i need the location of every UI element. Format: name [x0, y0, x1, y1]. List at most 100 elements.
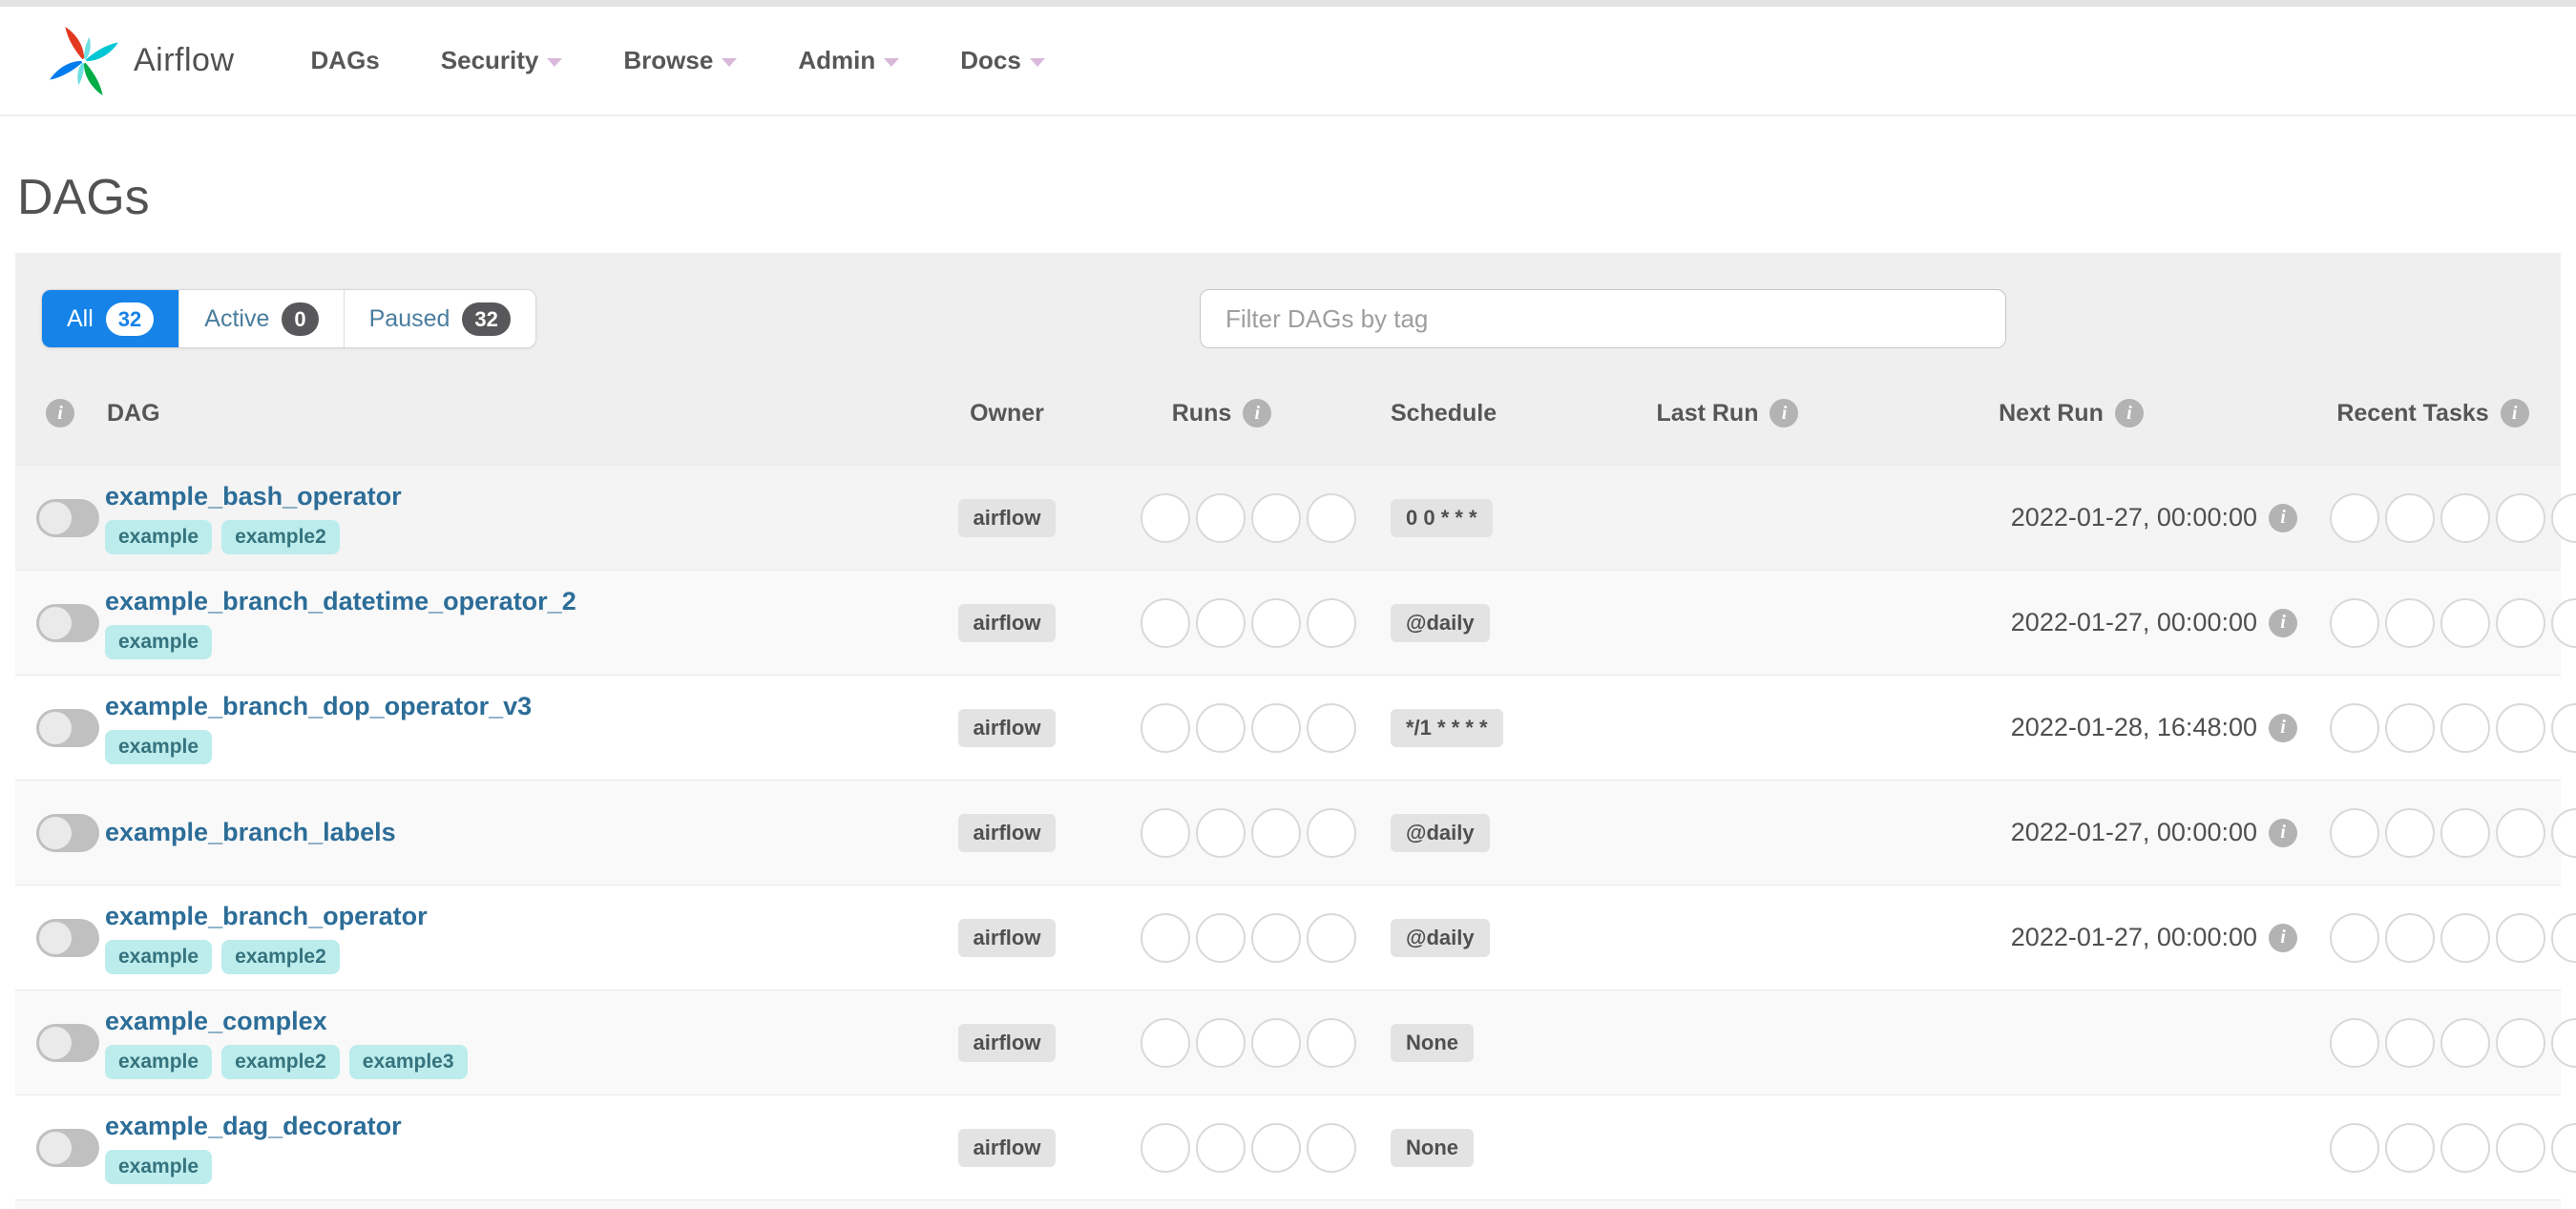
run-status-circle: [1141, 702, 1190, 753]
schedule-badge[interactable]: None: [1391, 1023, 1474, 1062]
info-icon[interactable]: i: [1770, 399, 1799, 427]
dag-pause-toggle[interactable]: [36, 603, 99, 642]
dag-pause-toggle[interactable]: [36, 918, 99, 957]
toggle-knob: [39, 816, 72, 849]
toggle-knob: [39, 1026, 72, 1059]
column-header-owner[interactable]: Owner: [940, 400, 1074, 427]
task-status-circle: [2551, 702, 2576, 753]
column-header-dag[interactable]: DAG: [105, 400, 940, 427]
nav-item-dags[interactable]: DAGs: [311, 46, 380, 75]
info-icon[interactable]: i: [2269, 608, 2297, 637]
dag-link[interactable]: example_complex: [105, 1006, 327, 1035]
nav-item-label: Admin: [798, 46, 876, 74]
table-header-row: i DAG Owner Runs i Schedule Last Run i Nex…: [15, 348, 2561, 465]
tag-badge[interactable]: example2: [221, 519, 340, 554]
run-status-circle: [1251, 1122, 1301, 1173]
last-run-cell: [1618, 466, 1837, 570]
nav-item-security[interactable]: Security: [441, 46, 563, 75]
navbar: Airflow DAGs Security Browse Admin Docs: [0, 7, 2576, 116]
tag-badge[interactable]: example2: [221, 939, 340, 974]
tab-all[interactable]: All 32: [42, 290, 180, 347]
column-header-schedule[interactable]: Schedule: [1370, 400, 1618, 427]
dag-pause-toggle[interactable]: [36, 498, 99, 537]
column-header-last-run[interactable]: Last Run i: [1618, 399, 1837, 427]
next-run-value: 2022-01-28, 16:48:00: [2010, 713, 2257, 741]
tab-active[interactable]: Active 0: [179, 290, 345, 347]
tag-badge[interactable]: example: [105, 729, 213, 764]
run-status-circle: [1251, 1017, 1301, 1068]
column-header-label: Recent Tasks: [2336, 399, 2489, 427]
task-status-circle: [2330, 597, 2379, 648]
run-status-circle: [1196, 1017, 1246, 1068]
task-status-circle: [2385, 1122, 2435, 1173]
tab-count-badge: 32: [105, 302, 155, 336]
tab-paused[interactable]: Paused 32: [344, 290, 535, 347]
tag-badge[interactable]: example: [105, 519, 213, 554]
run-status-circle: [1141, 597, 1190, 648]
tag-badge[interactable]: example2: [221, 1044, 340, 1079]
recent-tasks-circles: [2305, 886, 2576, 990]
table-row: example_branch_operator example example2 …: [15, 885, 2576, 990]
info-icon[interactable]: i: [1243, 399, 1272, 427]
dag-link[interactable]: example_branch_labels: [105, 818, 396, 846]
nav-item-admin[interactable]: Admin: [798, 46, 900, 75]
dag-link[interactable]: example_dag_decorator: [105, 1111, 402, 1140]
tag-badge[interactable]: example3: [348, 1044, 468, 1079]
window-top-edge: [0, 0, 2576, 7]
run-status-circle: [1307, 1017, 1356, 1068]
info-icon[interactable]: i: [2269, 818, 2297, 847]
dag-pause-toggle[interactable]: [36, 1128, 99, 1167]
column-header-next-run[interactable]: Next Run i: [1837, 399, 2305, 427]
task-status-circle: [2440, 807, 2490, 858]
tag-list: example: [105, 624, 213, 659]
dag-pause-toggle[interactable]: [36, 813, 99, 852]
schedule-badge[interactable]: @daily: [1391, 918, 1490, 957]
tag-badge[interactable]: example: [105, 1044, 213, 1079]
task-status-circle: [2385, 807, 2435, 858]
schedule-badge[interactable]: @daily: [1391, 813, 1490, 852]
tag-badge[interactable]: example: [105, 624, 213, 659]
tab-label: Paused: [368, 304, 450, 332]
column-header-runs[interactable]: Runs i: [1074, 399, 1370, 427]
dag-pause-toggle[interactable]: [36, 1023, 99, 1062]
info-icon[interactable]: i: [2269, 713, 2297, 742]
info-icon[interactable]: i: [2269, 923, 2297, 952]
task-status-circle: [2330, 702, 2379, 753]
dag-link[interactable]: example_bash_operator: [105, 481, 402, 511]
info-icon[interactable]: i: [46, 399, 74, 427]
column-header-recent-tasks[interactable]: Recent Tasks i: [2305, 399, 2561, 427]
task-status-circle: [2551, 807, 2576, 858]
dag-link[interactable]: example_branch_dop_operator_v3: [105, 691, 533, 720]
info-icon[interactable]: i: [2114, 399, 2144, 427]
schedule-badge[interactable]: 0 0 * * *: [1391, 498, 1493, 537]
task-status-circle: [2496, 1122, 2545, 1173]
tag-badge[interactable]: example: [105, 939, 213, 974]
task-status-circle: [2551, 912, 2576, 963]
runs-circles: [1074, 781, 1370, 885]
run-status-circle: [1307, 492, 1356, 543]
airflow-logo-icon[interactable]: [44, 21, 124, 101]
run-status-circle: [1141, 912, 1190, 963]
nav-item-browse[interactable]: Browse: [623, 46, 738, 75]
info-icon[interactable]: i: [2269, 503, 2297, 532]
dag-link[interactable]: example_branch_datetime_operator_2: [105, 586, 576, 615]
next-run-cell: 2022-01-27, 00:00:00 i: [1837, 571, 2305, 675]
filter-dags-by-tag-input[interactable]: [1200, 289, 2006, 348]
brand-wordmark[interactable]: Airflow: [134, 42, 235, 78]
next-run-cell: 2022-01-28, 16:48:00 i: [1837, 676, 2305, 780]
tag-badge[interactable]: example: [105, 1149, 213, 1184]
schedule-badge[interactable]: */1 * * * *: [1391, 708, 1503, 747]
schedule-badge[interactable]: None: [1391, 1128, 1474, 1167]
run-status-circle: [1251, 702, 1301, 753]
nav-item-docs[interactable]: Docs: [960, 46, 1045, 75]
owner-badge: airflow: [957, 813, 1057, 852]
table-row: example_complex example example2 example3 …: [15, 990, 2576, 1094]
schedule-badge[interactable]: @daily: [1391, 603, 1490, 642]
task-status-circle: [2496, 492, 2545, 543]
column-header-label: Runs: [1171, 399, 1232, 427]
info-icon[interactable]: i: [2500, 399, 2529, 427]
task-status-circle: [2496, 807, 2545, 858]
dag-link[interactable]: example_branch_operator: [105, 901, 428, 930]
dag-pause-toggle[interactable]: [36, 708, 99, 747]
nav-item-label: Security: [440, 46, 539, 74]
